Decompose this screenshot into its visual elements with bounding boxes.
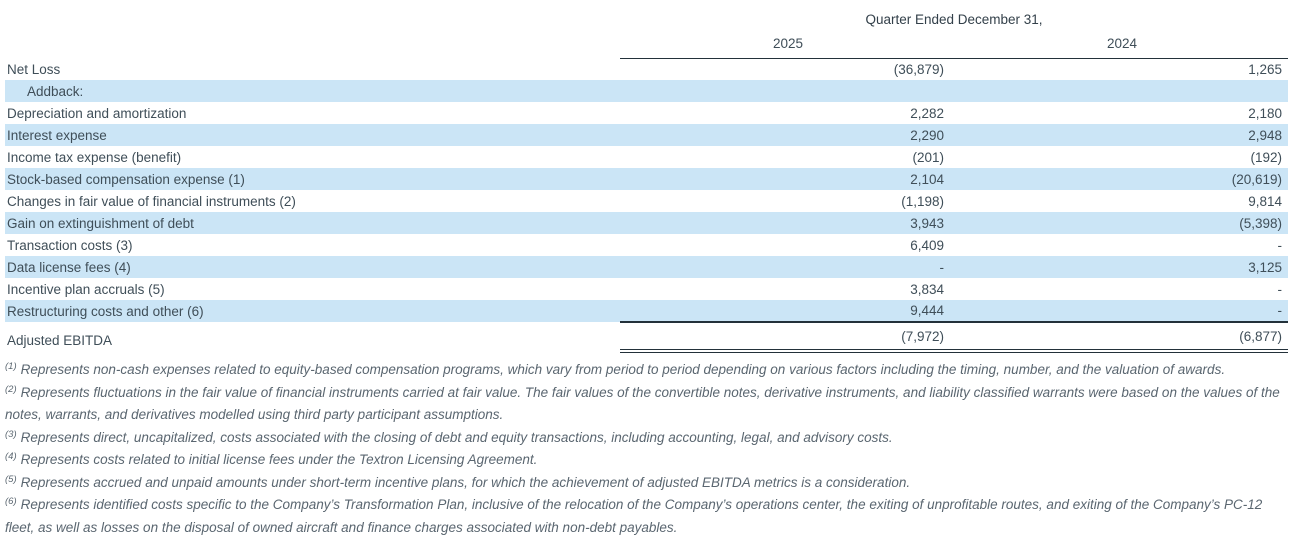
value-2024: 9,814 — [1248, 193, 1283, 209]
value-2025: 2,104 — [620, 168, 956, 190]
row-label: Changes in fair value of financial instr… — [7, 193, 296, 209]
row-label: Net Loss — [7, 61, 61, 77]
row-label: Transaction costs (3) — [7, 237, 133, 253]
footnote-text: Represents direct, uncapitalized, costs … — [20, 429, 893, 445]
value-2024: - — [956, 300, 1289, 323]
table-header-title-row: Quarter Ended December 31, — [5, 8, 1288, 34]
value-2025: (36,879) — [893, 61, 944, 77]
table-row-stock-based-compensation: Stock-based compensation expense (1) 2,1… — [5, 168, 1289, 190]
adjusted-ebitda-table: Quarter Ended December 31, 2025 2024 Net… — [5, 8, 1289, 353]
value-2025: (1,198) — [901, 193, 944, 209]
value-2025: 2,282 — [910, 105, 944, 121]
footnote-marker: (4) — [5, 451, 17, 462]
table-row-depreciation-amortization: Depreciation and amortization 2,282 2,18… — [5, 102, 1288, 124]
value-2025: (7,972) — [620, 322, 956, 353]
table-row-gain-extinguishment-debt: Gain on extinguishment of debt 3,943 (5,… — [5, 212, 1289, 234]
table-row-transaction-costs: Transaction costs (3) 6,409 - — [5, 234, 1288, 256]
footnote-marker: (3) — [5, 428, 17, 440]
value-2024: - — [1277, 237, 1283, 253]
row-label: Adjusted EBITDA — [7, 333, 113, 348]
footnote-marker: (2) — [5, 383, 17, 395]
table-row-adjusted-ebitda-total: Adjusted EBITDA (7,972) (6,877) — [5, 322, 1289, 353]
row-label: Incentive plan accruals (5) — [7, 281, 165, 297]
row-label: Gain on extinguishment of debt — [5, 212, 620, 234]
footnote-5: (5) Represents accrued and unpaid amounts… — [5, 472, 1285, 495]
period-header: Quarter Ended December 31, — [865, 12, 1043, 27]
row-label: Interest expense — [5, 124, 620, 146]
footnote-text: Represents non-cash expenses related to … — [20, 362, 1226, 377]
value-2024 — [956, 80, 1289, 102]
footnote-2: (2) Represents fluctuations in the fair v… — [5, 382, 1285, 427]
table-row-fair-value-changes: Changes in fair value of financial instr… — [5, 190, 1288, 212]
table-row-data-license-fees: Data license fees (4) - 3,125 — [5, 256, 1289, 278]
value-2025: 9,444 — [620, 300, 956, 323]
footnote-text: Represents fluctuations in the fair valu… — [5, 384, 1280, 423]
row-label: Stock-based compensation expense (1) — [5, 168, 620, 190]
footnote-text: Represents identified costs specific to … — [5, 497, 1263, 535]
value-2024: 2,948 — [956, 124, 1289, 146]
footnote-3: (3) Represents direct, uncapitalized, cos… — [5, 427, 1285, 450]
footnote-1: (1) Represents non-cash expenses related … — [5, 359, 1285, 382]
header-spacer — [5, 8, 620, 34]
column-header-2025: 2025 — [620, 34, 956, 59]
value-2025: 2,290 — [620, 124, 956, 146]
value-2025: 6,409 — [910, 237, 944, 253]
footnotes-section: (1) Represents non-cash expenses related … — [5, 359, 1285, 539]
row-label: Income tax expense (benefit) — [7, 149, 182, 165]
value-2024: (192) — [1250, 149, 1283, 165]
row-label: Restructuring costs and other (6) — [5, 300, 620, 322]
table-header-years-row: 2025 2024 — [5, 34, 1289, 59]
row-label: Depreciation and amortization — [7, 105, 187, 121]
value-2025: 3,943 — [620, 212, 956, 234]
table-row-addback: Addback: — [5, 80, 1289, 102]
value-2024: 2,180 — [1248, 105, 1283, 121]
column-header-2024: 2024 — [956, 34, 1289, 59]
value-2025: (201) — [912, 149, 944, 165]
value-2024: (5,398) — [956, 212, 1289, 234]
footnote-text: Represents costs related to initial lice… — [20, 452, 538, 467]
row-label: Addback: — [5, 80, 620, 102]
header-spacer — [5, 34, 620, 58]
footnote-marker: (6) — [5, 496, 17, 507]
footnote-4: (4) Represents costs related to initial l… — [5, 449, 1285, 472]
value-2025: 3,834 — [910, 281, 944, 297]
value-2025 — [620, 80, 956, 102]
table-row-incentive-plan-accruals: Incentive plan accruals (5) 3,834 - — [5, 278, 1288, 300]
footnote-6: (6) Represents identified costs specific … — [5, 494, 1285, 539]
value-2025: - — [620, 256, 956, 278]
value-2024: (6,877) — [956, 322, 1289, 353]
footnote-marker: (1) — [5, 361, 17, 372]
table-row-restructuring-costs: Restructuring costs and other (6) 9,444 … — [5, 300, 1289, 323]
footnote-marker: (5) — [5, 473, 17, 485]
table-row-income-tax: Income tax expense (benefit) (201) (192) — [5, 146, 1288, 168]
value-2024: 1,265 — [1248, 61, 1283, 77]
value-2024: - — [1277, 281, 1283, 297]
footnote-text: Represents accrued and unpaid amounts un… — [20, 474, 911, 490]
value-2024: (20,619) — [956, 168, 1289, 190]
table-row-interest-expense: Interest expense 2,290 2,948 — [5, 124, 1289, 146]
row-label: Data license fees (4) — [5, 256, 620, 278]
table-row-net-loss: Net Loss (36,879) 1,265 — [5, 58, 1288, 80]
value-2024: 3,125 — [956, 256, 1289, 278]
